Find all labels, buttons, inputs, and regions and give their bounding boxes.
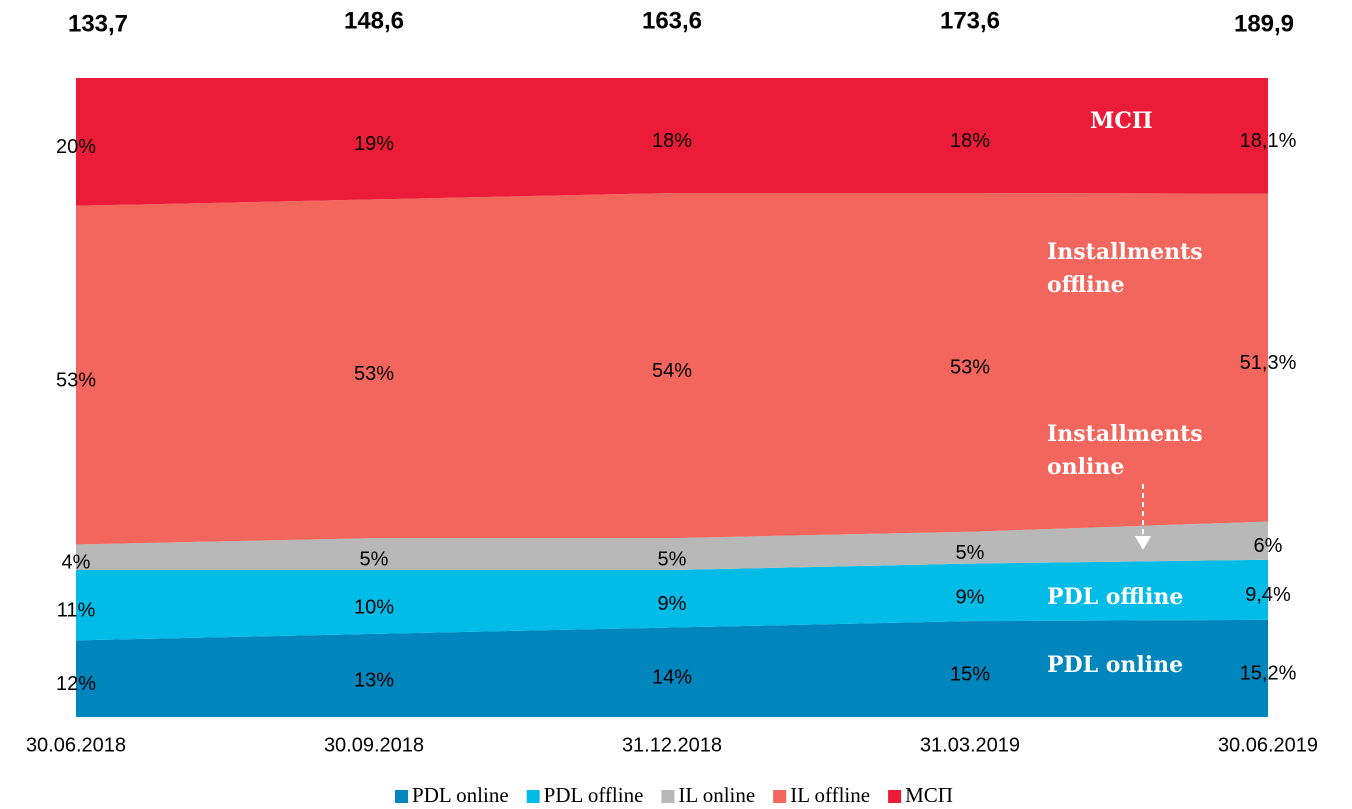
area (76, 193, 1268, 545)
data-label: 53% (354, 363, 394, 385)
data-label: 14% (652, 667, 692, 689)
annotation: PDL offline (1047, 584, 1183, 610)
annotation: МСП (1090, 108, 1153, 134)
data-label: 9,4% (1245, 584, 1291, 606)
data-label: 5% (658, 548, 687, 570)
plot (76, 78, 1268, 717)
data-label: 10% (354, 596, 394, 618)
data-label: 18% (950, 130, 990, 152)
annotation: Installments (1047, 421, 1203, 447)
legend-label: PDL online (412, 783, 509, 807)
legend-label: IL offline (790, 783, 870, 807)
area (76, 559, 1268, 641)
x-tick-label: 30.06.2018 (26, 734, 126, 756)
total-label: 173,6 (940, 7, 1000, 34)
data-label: 4% (62, 552, 91, 574)
data-label: 5% (360, 548, 389, 570)
legend-swatch (526, 790, 540, 803)
data-label: 9% (658, 593, 687, 615)
total-label: 189,9 (1234, 10, 1294, 37)
data-label: 6% (1254, 535, 1283, 557)
legend-swatch (661, 790, 675, 803)
data-label: 12% (56, 673, 96, 695)
total-label: 163,6 (642, 7, 702, 34)
data-label: 13% (354, 670, 394, 692)
area (76, 78, 1268, 206)
legend-swatch (395, 790, 409, 803)
data-label: 53% (950, 357, 990, 379)
data-label: 20% (56, 136, 96, 158)
x-tick-label: 30.09.2018 (324, 734, 424, 756)
data-label: 15% (950, 663, 990, 685)
legend-label: PDL offline (544, 783, 644, 807)
annotation-arrowhead (1135, 536, 1151, 550)
x-tick-label: 31.12.2018 (622, 734, 722, 756)
data-label: 18% (652, 130, 692, 152)
total-label: 133,7 (68, 10, 128, 37)
data-label: 53% (56, 369, 96, 391)
data-label: 54% (652, 360, 692, 382)
data-label: 15,2% (1240, 663, 1297, 685)
total-label: 148,6 (344, 7, 404, 34)
legend-swatch (773, 790, 787, 803)
data-label: 9% (956, 587, 985, 609)
x-tick-label: 31.03.2019 (920, 734, 1020, 756)
annotation: online (1047, 454, 1124, 480)
legend-label: МСП (905, 783, 953, 807)
annotation: Installments (1047, 239, 1203, 265)
legend-swatch (888, 790, 902, 803)
data-label: 18,1% (1240, 130, 1297, 152)
data-label: 5% (956, 542, 985, 564)
data-label: 19% (354, 133, 394, 155)
data-label: 51,3% (1240, 352, 1297, 374)
annotation: offline (1047, 272, 1125, 298)
data-label: 11% (57, 599, 96, 621)
x-tick-label: 30.06.2019 (1218, 734, 1318, 756)
annotation: PDL online (1047, 652, 1183, 678)
legend-label: IL online (678, 783, 755, 807)
area (76, 521, 1268, 571)
area (76, 619, 1268, 717)
